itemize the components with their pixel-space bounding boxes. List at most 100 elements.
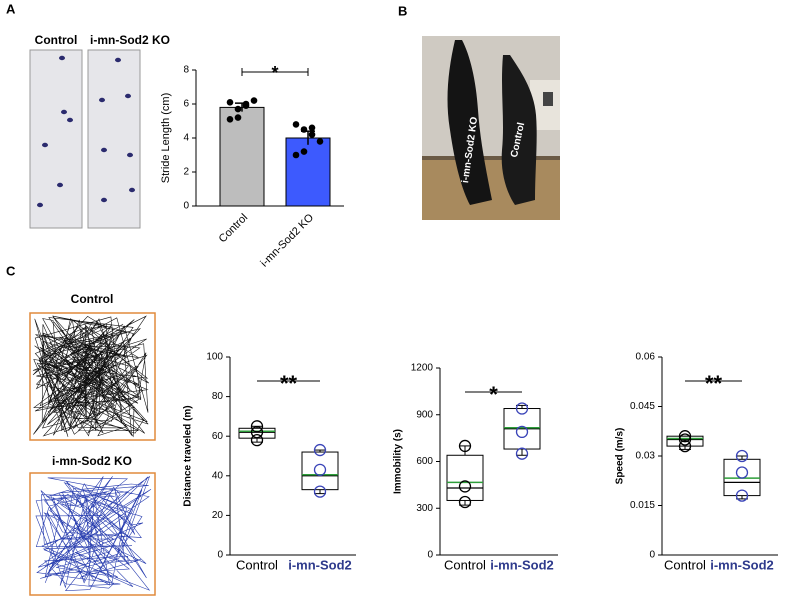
x-tick-label: i-mn-Sod2 — [710, 557, 774, 572]
data-point — [316, 138, 324, 145]
data-point — [292, 151, 300, 159]
box — [301, 451, 339, 491]
data-point — [735, 466, 749, 479]
x-tick-label: Control — [444, 557, 486, 572]
x-tick-label: i-mn-Sod2 — [288, 557, 352, 572]
data-point — [458, 480, 472, 493]
y-tick-label: 60 — [212, 431, 224, 442]
data-point — [226, 99, 234, 106]
data-point — [678, 439, 692, 453]
data-point — [515, 447, 529, 460]
data-point — [678, 433, 692, 446]
box — [446, 454, 484, 501]
y-tick-label: 100 — [206, 352, 223, 363]
data-point — [313, 463, 327, 477]
y-tick-label: 0 — [183, 201, 189, 212]
y-tick-label: 8 — [183, 65, 189, 76]
x-tick-label: i-mn-Sod2 — [490, 557, 554, 572]
x-tick-label: Control — [236, 557, 278, 572]
y-tick-label: 0 — [217, 550, 223, 561]
y-axis-label: Immobility (s) — [393, 429, 404, 494]
data-point — [226, 116, 234, 123]
y-tick-label: 300 — [416, 503, 433, 514]
footprint-label: i-mn-Sod2 KO — [90, 33, 170, 47]
y-tick-label: 0 — [427, 550, 433, 561]
y-tick-label: 900 — [416, 409, 433, 420]
data-point — [234, 114, 242, 121]
footprint — [42, 142, 48, 148]
footprint — [67, 117, 73, 123]
y-tick-label: 0.06 — [636, 352, 656, 363]
y-axis-label: Distance traveled (m) — [183, 405, 194, 506]
data-point — [234, 105, 242, 113]
y-axis-label: Speed (m/s) — [615, 428, 626, 485]
data-point — [313, 485, 327, 498]
data-point — [308, 131, 316, 138]
track — [35, 475, 152, 592]
footprint — [101, 147, 107, 153]
photo — [422, 36, 560, 220]
data-point — [515, 425, 529, 439]
bar — [285, 137, 331, 207]
box — [238, 427, 276, 439]
y-tick-label: 4 — [183, 133, 189, 144]
data-point — [458, 495, 472, 509]
data-point — [250, 97, 258, 104]
data-point — [678, 430, 692, 443]
footprint — [99, 97, 105, 103]
data-point — [458, 439, 472, 453]
y-tick-label: 20 — [212, 510, 224, 521]
x-tick-label: i-mn-Sod2 KO — [258, 211, 316, 269]
panel-label: C — [6, 263, 16, 278]
footprint — [115, 57, 121, 63]
footprint — [59, 55, 65, 61]
significance-label: * — [489, 382, 498, 407]
data-point — [292, 121, 300, 128]
data-point — [313, 443, 327, 457]
track — [32, 315, 150, 438]
y-tick-label: 0.03 — [636, 451, 656, 462]
x-tick-label: Control — [217, 212, 251, 246]
y-tick-label: 600 — [416, 456, 433, 467]
y-tick-label: 40 — [212, 470, 224, 481]
footprints — [37, 55, 135, 208]
footprint-label: Control — [35, 33, 78, 47]
footprint-image — [87, 49, 141, 229]
data-point — [300, 126, 308, 133]
y-tick-label: 0.015 — [630, 500, 655, 511]
data-point — [735, 449, 749, 463]
data-point — [250, 434, 264, 447]
data-point — [515, 402, 529, 415]
significance-label: * — [271, 63, 278, 83]
y-tick-label: 2 — [183, 167, 189, 178]
data-point — [308, 124, 316, 132]
panel-label: B — [398, 3, 407, 18]
x-tick-label: Control — [664, 557, 706, 572]
track-label: Control — [71, 292, 114, 306]
data-point — [250, 420, 264, 433]
footprint — [129, 187, 135, 193]
data-point — [735, 489, 749, 502]
footprint — [127, 152, 133, 158]
y-tick-label: 6 — [183, 99, 189, 110]
panel-label: A — [6, 1, 16, 16]
significance-label: ** — [705, 371, 723, 396]
significance-label: ** — [280, 371, 298, 396]
footprint — [101, 197, 107, 203]
data-point — [250, 426, 264, 439]
y-axis-label: Stride Length (cm) — [160, 93, 172, 183]
footprint — [57, 182, 63, 188]
y-tick-label: 0 — [649, 550, 655, 561]
data-point — [300, 148, 308, 155]
footprint — [61, 109, 67, 115]
track-label: i-mn-Sod2 KO — [52, 454, 132, 468]
footprint — [37, 202, 43, 208]
y-tick-label: 80 — [212, 391, 224, 402]
y-tick-label: 0.045 — [630, 401, 655, 412]
y-tick-label: 1200 — [411, 363, 434, 374]
data-point — [242, 100, 250, 108]
bar — [219, 106, 265, 207]
footprint — [125, 93, 131, 99]
footprint-image — [29, 49, 83, 229]
